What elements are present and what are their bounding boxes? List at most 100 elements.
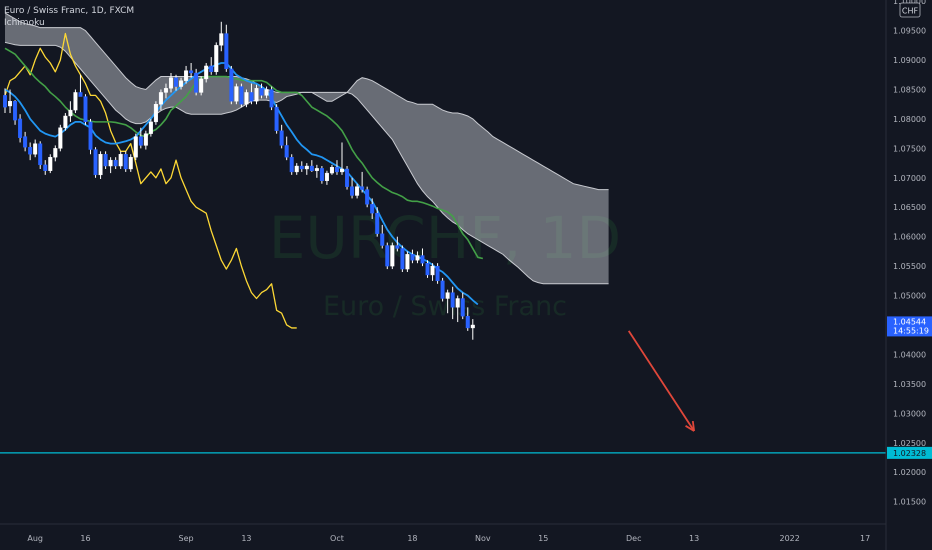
candle-bull — [163, 88, 168, 93]
candle — [420, 248, 425, 267]
candle — [400, 245, 405, 273]
candle-bear — [460, 298, 465, 317]
candle — [435, 263, 440, 284]
candle-bear — [78, 92, 83, 97]
candle — [73, 89, 78, 114]
candle — [148, 118, 153, 137]
candle — [158, 89, 163, 111]
bar-countdown: 14:55:19 — [893, 326, 929, 335]
candle — [465, 307, 470, 331]
time-tick-label: 13 — [241, 534, 251, 543]
candle-bull — [455, 298, 460, 308]
candle — [209, 57, 214, 75]
candle — [294, 163, 299, 175]
price-axis[interactable]: 1.01500 1.02000 1.02500 1.03000 1.03500 1.040… — [885, 0, 932, 550]
price-tick-label: 1.08000 — [893, 115, 926, 124]
candle — [269, 86, 274, 111]
candle-bull — [234, 86, 239, 102]
price-tick-label: 1.05500 — [893, 262, 926, 271]
candle — [229, 65, 234, 105]
candle-bear — [174, 77, 179, 87]
candle — [113, 157, 118, 169]
candle — [365, 186, 370, 208]
candle-bear — [274, 106, 279, 131]
candle — [194, 68, 199, 96]
candle-bull — [158, 92, 163, 105]
candle — [189, 62, 194, 78]
candle — [390, 242, 395, 270]
candle — [264, 86, 269, 99]
candle — [3, 88, 7, 114]
candle-bull — [179, 80, 184, 87]
candle-bear — [43, 164, 48, 171]
candle-bear — [334, 167, 339, 173]
time-axis[interactable]: Aug 16 Sep 13 Oct 18 Nov 15 Dec 13 2022 17 — [0, 523, 886, 543]
candle — [98, 151, 103, 179]
candle — [360, 171, 365, 193]
price-tick-label: 1.06000 — [893, 233, 926, 242]
candle — [174, 74, 179, 91]
candle — [319, 166, 324, 184]
candle — [214, 42, 219, 75]
candle-bear — [28, 146, 33, 155]
candle-bear — [284, 145, 289, 158]
candle — [234, 83, 239, 105]
candle-bull — [133, 136, 138, 158]
candle-bull — [314, 168, 319, 171]
candle-bull — [199, 78, 204, 93]
candle-bear — [249, 92, 254, 102]
price-tick-label: 1.08500 — [893, 85, 926, 94]
price-tick-label: 1.02000 — [893, 468, 926, 477]
time-tick-label: Dec — [626, 534, 641, 543]
candle — [395, 236, 400, 252]
time-tick-label: 17 — [860, 534, 870, 543]
candle-bull — [118, 154, 123, 167]
candle — [143, 130, 148, 150]
candle — [28, 142, 33, 161]
candle-bull — [324, 172, 329, 181]
candle — [249, 83, 254, 105]
candle — [128, 154, 133, 172]
lagging-span-line — [4, 32, 297, 329]
chart-title: Euro / Swiss Franc, 1D, FXCM — [4, 6, 135, 16]
time-tick-label: Oct — [330, 534, 344, 543]
candle-bear — [345, 168, 350, 187]
candle-bull — [415, 255, 420, 261]
candle — [23, 131, 28, 152]
candle-bear — [370, 204, 375, 214]
price-tick-label: 1.01500 — [893, 498, 926, 507]
candle — [93, 147, 98, 178]
candle-bull — [184, 70, 189, 81]
candle-bear — [93, 149, 98, 176]
candle-bull — [168, 77, 173, 89]
candle — [470, 319, 475, 340]
candle — [304, 163, 309, 175]
candle-bull — [405, 254, 410, 270]
candle-bull — [58, 127, 63, 149]
candle — [13, 100, 18, 125]
price-tick-label: 1.05000 — [893, 292, 926, 301]
candle-bear — [138, 136, 143, 146]
candle — [324, 170, 329, 185]
candle-bull — [148, 121, 153, 134]
candle — [274, 104, 279, 134]
currency-badge — [899, 2, 921, 18]
candle-bear — [3, 95, 7, 108]
candle-bear — [360, 186, 365, 190]
candle-bull — [329, 167, 334, 174]
candle-bear — [365, 189, 370, 205]
candle-bear — [465, 315, 470, 329]
candle — [370, 198, 375, 220]
candle-bull — [219, 33, 224, 46]
time-tick-label: 2022 — [780, 534, 800, 543]
candle-bear — [18, 118, 23, 138]
indicator-label[interactable]: Ichimoku — [4, 18, 45, 28]
time-tick-label: 13 — [689, 534, 699, 543]
candle-bull — [294, 165, 299, 173]
candle — [340, 142, 345, 175]
candle — [88, 118, 93, 155]
candle-bear — [440, 280, 445, 299]
candle — [355, 183, 360, 199]
